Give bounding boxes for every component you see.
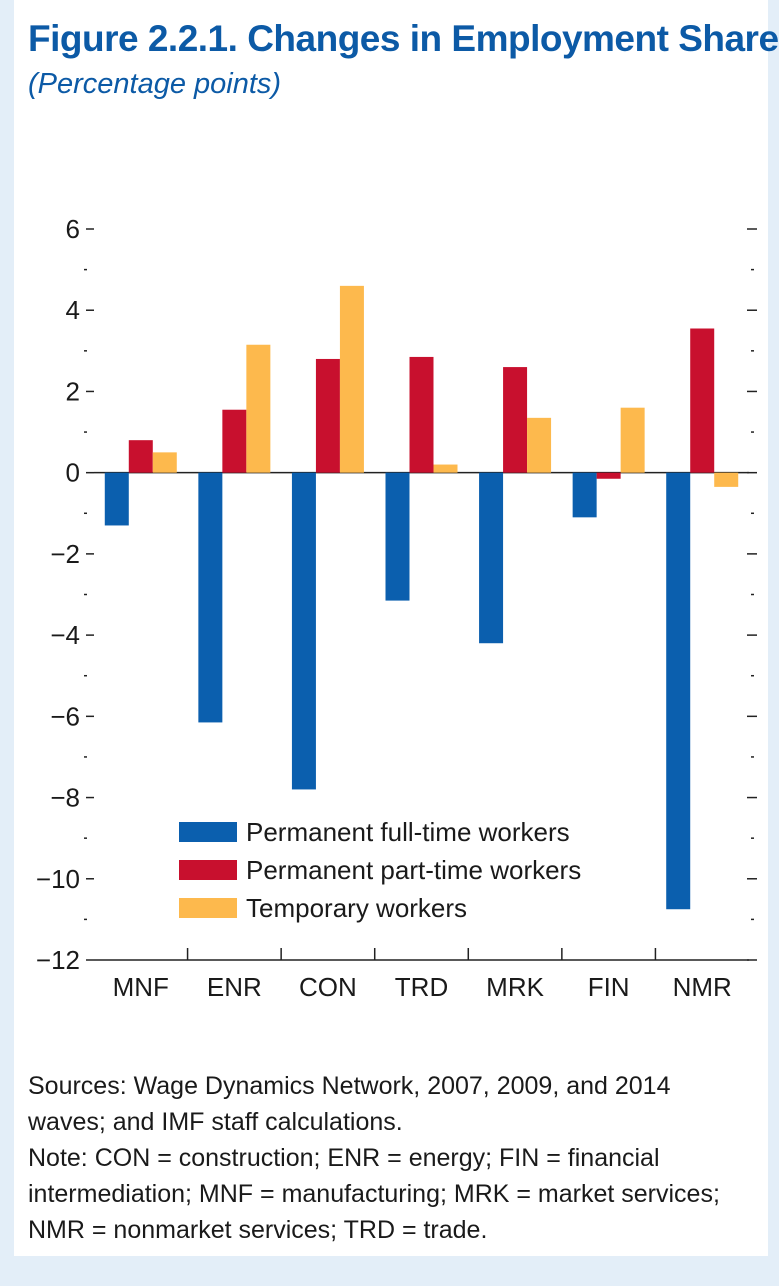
figure-notes: Sources: Wage Dynamics Network, 2007, 20… [28, 1068, 748, 1248]
y-tick-label: −10 [36, 864, 80, 894]
legend-swatch [179, 898, 237, 918]
bar-nmr-temporary [714, 472, 739, 487]
bar-mnf-temporary [152, 452, 177, 473]
figure-panel [14, 0, 768, 1256]
legend-label: Temporary workers [246, 893, 467, 923]
x-tick-label: CON [299, 972, 357, 1002]
y-tick-label: 0 [66, 458, 80, 488]
bar-fin-temporary [620, 407, 645, 473]
x-tick-label: MRK [486, 972, 544, 1002]
legend-label: Permanent part-time workers [246, 855, 581, 885]
bar-fin-full-time [572, 472, 597, 518]
x-tick-label: TRD [395, 972, 448, 1002]
y-tick-label: −2 [50, 539, 80, 569]
note-text: Note: CON = construction; ENR = energy; … [28, 1144, 720, 1244]
bar-mrk-part-time [503, 367, 528, 473]
bar-nmr-full-time [666, 472, 691, 910]
bar-chart: 6 4 2 0 −2 −4 −6 −8 −10 −12 MNF ENR CON TRD MRK FIN NMR P… [36, 214, 757, 1002]
bar-fin-part-time [596, 472, 621, 479]
figure-subtitle: (Percentage points) [28, 68, 282, 100]
x-tick-label: FIN [588, 972, 630, 1002]
bar-enr-full-time [198, 472, 223, 723]
bar-trd-part-time [409, 356, 434, 473]
bar-mrk-temporary [527, 417, 552, 473]
bar-mnf-full-time [104, 472, 129, 526]
bar-mnf-part-time [128, 440, 153, 473]
legend-label: Permanent full-time workers [246, 817, 570, 847]
bar-mrk-full-time [479, 472, 504, 644]
bar-enr-temporary [246, 344, 271, 473]
x-tick-label: NMR [673, 972, 732, 1002]
bar-con-full-time [291, 472, 316, 790]
legend-swatch [179, 822, 237, 842]
y-tick-label: −4 [50, 620, 80, 650]
bar-nmr-part-time [690, 328, 715, 473]
bar-trd-full-time [385, 472, 410, 601]
y-tick-label: 6 [66, 214, 80, 244]
legend-swatch [179, 860, 237, 880]
sources-text: Sources: Wage Dynamics Network, 2007, 20… [28, 1072, 671, 1136]
x-tick-label: MNF [113, 972, 169, 1002]
y-tick-label: 2 [66, 376, 80, 406]
bar-trd-temporary [433, 464, 458, 473]
y-tick-label: −12 [36, 945, 80, 975]
x-tick-label: ENR [207, 972, 262, 1002]
bar-con-part-time [315, 358, 340, 473]
y-tick-label: −8 [50, 783, 80, 813]
y-tick-label: −6 [50, 701, 80, 731]
y-tick-label: 4 [66, 295, 80, 325]
bar-con-temporary [339, 285, 364, 473]
bar-enr-part-time [222, 409, 247, 473]
figure-title: Figure 2.2.1. Changes in Employment Shar… [28, 18, 779, 59]
